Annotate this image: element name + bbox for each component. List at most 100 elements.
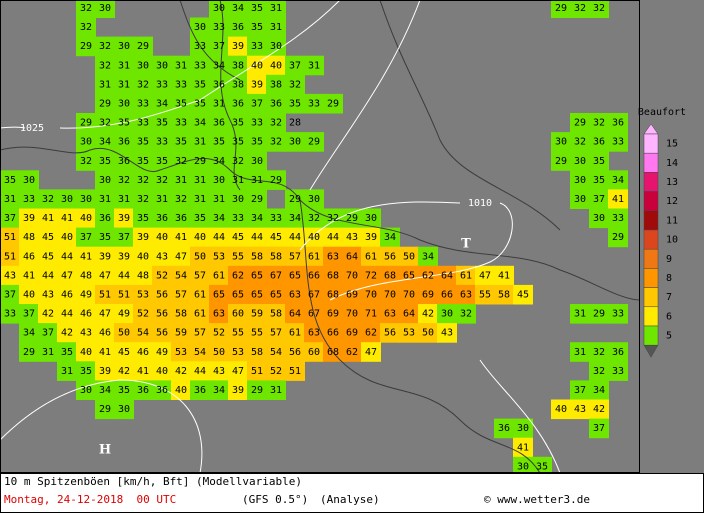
gust-value: 30 xyxy=(574,194,586,205)
gust-value: 36 xyxy=(232,99,244,110)
gust-cell xyxy=(171,304,191,324)
isobar-label: 1025 xyxy=(20,123,44,134)
gust-value: 57 xyxy=(289,251,301,262)
gust-value: 58 xyxy=(175,309,187,320)
gust-value: 37 xyxy=(251,99,263,110)
gust-cell xyxy=(247,323,267,343)
legend-label: 5 xyxy=(666,331,672,342)
gust-cell xyxy=(304,227,324,248)
gust-value: 31 xyxy=(213,194,225,205)
gust-cell xyxy=(19,208,39,229)
gust-value: 32 xyxy=(80,22,92,33)
gust-value: 34 xyxy=(422,251,434,262)
gust-cell xyxy=(399,246,419,267)
gust-value: 32 xyxy=(137,175,149,186)
gust-value: 30 xyxy=(574,175,586,186)
gust-cell xyxy=(76,132,96,152)
gust-cell xyxy=(209,342,229,362)
gust-value: 28 xyxy=(289,118,301,129)
gust-cell xyxy=(323,284,343,305)
legend-swatch xyxy=(643,152,659,173)
gust-cell xyxy=(171,74,191,95)
gust-value: 30 xyxy=(99,175,111,186)
gust-cell xyxy=(266,380,286,400)
gust-value: 31 xyxy=(574,309,586,320)
gust-cell xyxy=(38,189,58,209)
gust-cell xyxy=(323,93,343,114)
gust-cell xyxy=(380,265,400,286)
gust-value: 33 xyxy=(175,79,187,90)
gust-cell xyxy=(152,265,172,286)
gust-value: 30 xyxy=(156,60,168,71)
gust-value: 35 xyxy=(118,385,130,396)
gust-value: 56 xyxy=(384,251,396,262)
gust-cell xyxy=(57,342,77,362)
gust-cell xyxy=(190,113,210,133)
gust-cell xyxy=(38,284,58,305)
gust-cell xyxy=(228,227,248,248)
gust-value: 32 xyxy=(118,175,130,186)
gust-value: 44 xyxy=(61,251,73,262)
gust-value: 34 xyxy=(593,385,605,396)
gust-value: 46 xyxy=(99,328,111,339)
gust-cell xyxy=(152,380,172,400)
gust-cell xyxy=(114,246,134,267)
gust-value: 32 xyxy=(270,118,282,129)
gust-cell xyxy=(570,399,590,420)
gust-cell xyxy=(266,361,286,381)
gust-cell xyxy=(228,132,248,152)
gust-value: 67 xyxy=(308,309,320,320)
gust-value: 44 xyxy=(289,232,301,243)
gust-value: 29 xyxy=(346,213,358,224)
gust-value: 33 xyxy=(251,118,263,129)
gust-value: 58 xyxy=(251,347,263,358)
gust-cell xyxy=(57,208,77,229)
gust-value: 55 xyxy=(232,251,244,262)
gust-cell xyxy=(0,265,20,286)
gust-cell xyxy=(76,304,96,324)
gust-value: 58 xyxy=(270,309,282,320)
gust-cell xyxy=(342,304,362,324)
gust-value: 40 xyxy=(61,232,73,243)
gust-value: 34 xyxy=(213,213,225,224)
gust-cell xyxy=(133,380,153,400)
gust-value: 34 xyxy=(384,232,396,243)
gust-value: 29 xyxy=(593,309,605,320)
gust-value: 42 xyxy=(118,366,130,377)
gust-value: 51 xyxy=(118,290,130,301)
gust-cell xyxy=(152,132,172,152)
legend-swatch xyxy=(643,133,659,154)
gust-value: 35 xyxy=(194,213,206,224)
gust-cell xyxy=(209,227,229,248)
gust-value: 37 xyxy=(593,194,605,205)
gust-value: 32 xyxy=(593,118,605,129)
gust-cell xyxy=(95,189,115,209)
gust-value: 31 xyxy=(270,385,282,396)
gust-value: 68 xyxy=(327,290,339,301)
gust-cell xyxy=(589,418,609,439)
gust-value: 33 xyxy=(23,194,35,205)
gust-value: 66 xyxy=(308,270,320,281)
gust-cell xyxy=(399,284,419,305)
gust-cell xyxy=(0,246,20,267)
gust-value: 67 xyxy=(308,290,320,301)
gust-value: 30 xyxy=(270,41,282,52)
gust-value: 29 xyxy=(251,194,263,205)
gust-cell xyxy=(57,284,77,305)
gust-value: 44 xyxy=(61,309,73,320)
gust-cell xyxy=(114,342,134,362)
gust-value: 30 xyxy=(61,194,73,205)
legend-swatch xyxy=(643,172,659,192)
gust-cell xyxy=(19,304,39,324)
gust-cell xyxy=(209,17,229,38)
gust-cell xyxy=(228,151,248,171)
gust-cell xyxy=(228,342,248,362)
gust-value: 33 xyxy=(251,41,263,52)
gust-value: 37 xyxy=(289,60,301,71)
legend-swatch xyxy=(643,210,659,231)
gust-value: 29 xyxy=(574,118,586,129)
gust-cell xyxy=(608,189,628,209)
gust-cell xyxy=(209,361,229,381)
gust-cell xyxy=(589,132,609,152)
gust-cell xyxy=(266,132,286,152)
